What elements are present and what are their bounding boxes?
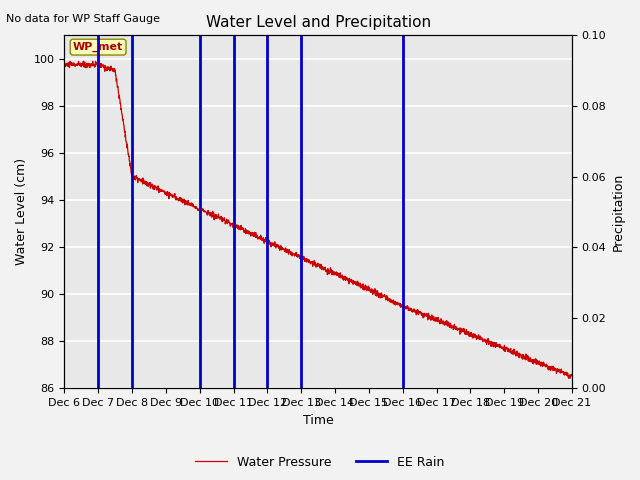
Water Pressure <box>308 259 316 264</box>
Title: Water Level and Precipitation: Water Level and Precipitation <box>205 15 431 30</box>
Water Pressure <box>79 59 87 64</box>
Text: No data for WP Staff Gauge: No data for WP Staff Gauge <box>6 14 161 24</box>
Water Pressure <box>554 367 561 373</box>
Legend: Water Pressure, EE Rain: Water Pressure, EE Rain <box>190 451 450 474</box>
Y-axis label: Water Level (cm): Water Level (cm) <box>15 158 28 265</box>
Water Pressure <box>86 61 94 67</box>
Water Pressure <box>60 60 68 66</box>
Line: Water Pressure: Water Pressure <box>64 61 572 378</box>
Water Pressure <box>565 375 573 381</box>
X-axis label: Time: Time <box>303 414 333 427</box>
Water Pressure <box>294 254 302 260</box>
Water Pressure <box>554 366 561 372</box>
Y-axis label: Precipitation: Precipitation <box>612 173 625 251</box>
Water Pressure <box>460 329 468 335</box>
Water Pressure <box>568 371 576 377</box>
Text: WP_met: WP_met <box>73 42 124 52</box>
